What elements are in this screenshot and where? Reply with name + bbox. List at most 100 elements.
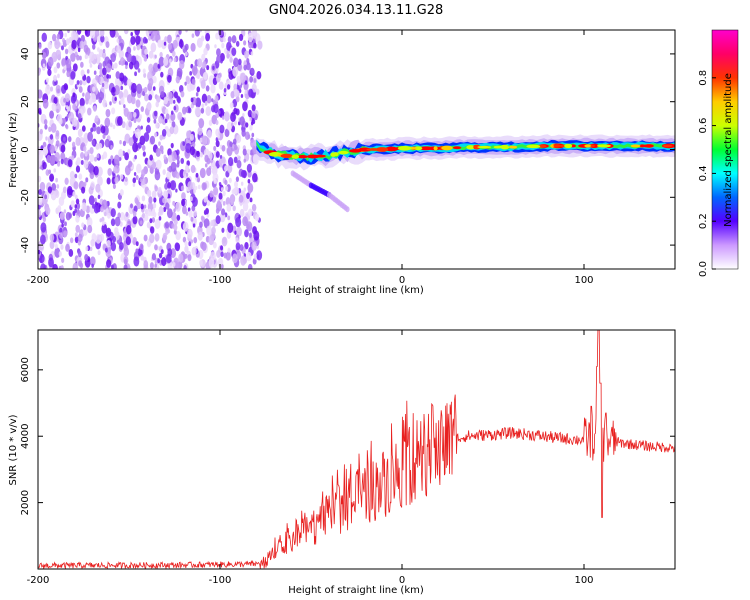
spectrogram-noise-speck <box>184 245 189 253</box>
spectrogram-noise-speck <box>166 34 172 44</box>
spectrogram-noise-speck <box>250 67 255 74</box>
spectrogram-signal-track <box>256 134 675 213</box>
spectrogram-noise-speck <box>255 88 260 95</box>
spectrogram-noise-speck <box>59 227 63 234</box>
spectrogram-noise-speck <box>162 232 168 241</box>
spectrogram-noise-speck <box>39 254 45 263</box>
spectrogram-noise-speck <box>119 57 125 66</box>
spectrogram-noise-speck <box>55 84 61 94</box>
spectrogram-noise-speck <box>204 163 208 168</box>
spectrogram-noise-speck <box>53 96 58 105</box>
spectrogram-noise-speck <box>112 236 117 243</box>
spectrogram-noise-speck <box>210 219 215 227</box>
spectrogram-noise-speck <box>165 202 170 210</box>
spectrogram-noise-speck <box>246 251 252 262</box>
spectrogram-noise-speck <box>132 210 137 217</box>
spectrogram-noise-speck <box>228 177 232 184</box>
spectrogram-noise-speck <box>161 129 167 137</box>
spectrogram-noise-speck <box>53 168 57 173</box>
spectrogram-noise-speck <box>76 80 80 85</box>
spectrogram-noise-speck <box>145 124 151 134</box>
spectrogram-noise-speck <box>114 96 117 102</box>
spectrogram-noise-speck <box>236 160 242 169</box>
spectrogram-noise-speck <box>49 134 54 140</box>
spectrogram-noise-speck <box>49 110 54 119</box>
spectrogram-noise-speck <box>38 188 42 196</box>
spectrogram-noise-speck <box>166 208 173 219</box>
spectrogram-noise-speck <box>222 190 226 197</box>
spectrogram-noise-speck <box>178 84 184 93</box>
spectrogram-noise-speck <box>72 32 78 43</box>
spectrogram-hot-spot <box>384 146 399 152</box>
spectrogram-noise-speck <box>154 218 161 230</box>
spectrogram-noise-speck <box>83 146 87 152</box>
spectrogram-noise-speck <box>158 216 162 221</box>
spectrogram-noise-speck <box>151 217 156 223</box>
spectrogram-noise-speck <box>242 148 247 156</box>
spectrogram-hot-spot <box>419 146 433 151</box>
spectrogram-noise-speck <box>154 54 157 59</box>
spectrogram-noise-speck <box>253 78 257 83</box>
spectrogram-noise-speck <box>236 226 242 237</box>
spectrogram-noise-speck <box>59 232 64 239</box>
spectrogram-noise-speck <box>115 71 121 79</box>
spectrogram-noise-speck <box>40 234 46 245</box>
spectrogram-noise-speck <box>158 115 164 124</box>
spectrogram-noise-speck <box>50 190 57 201</box>
spectrogram-noise-speck <box>141 212 146 219</box>
spectrogram-noise-speck <box>89 63 93 68</box>
spectrogram-noise-speck <box>143 55 148 62</box>
spectrogram-noise-speck <box>135 241 139 247</box>
spectrogram-noise-speck <box>66 70 71 78</box>
spectrogram-noise-speck <box>87 131 93 142</box>
spectrogram-hot-spot <box>338 150 349 155</box>
spectrogram-noise-speck <box>243 64 247 71</box>
spectrogram-noise-speck <box>123 89 129 98</box>
spectrogram-noise-speck <box>218 108 225 118</box>
spectrogram-noise-speck <box>148 63 154 73</box>
spectrogram-noise-speck <box>71 39 77 50</box>
spectrogram-noise-speck <box>109 101 112 106</box>
spectrogram-noise-speck <box>248 88 254 98</box>
spectrogram-hot-spot <box>441 145 453 151</box>
spectrogram-noise-speck <box>233 83 238 91</box>
spectrogram-noise-speck <box>144 213 149 221</box>
spectrogram-noise-speck <box>136 44 141 51</box>
spectrogram-noise-speck <box>141 169 146 177</box>
spectrogram-noise-speck <box>170 161 177 172</box>
spectrogram-noise-speck <box>100 125 106 134</box>
spectrogram-noise-speck <box>182 236 187 243</box>
spectrogram-noise-speck <box>240 181 244 186</box>
spectrogram-noise-speck <box>148 196 153 204</box>
spectrogram-noise-speck <box>110 218 116 227</box>
spectrogram-noise-speck <box>133 256 140 267</box>
spectrogram-noise-speck <box>55 177 58 183</box>
spectrogram-hot-spot <box>466 145 475 150</box>
spectrogram-noise-speck <box>235 108 240 116</box>
spectrogram-noise-speck <box>212 241 217 249</box>
spectrogram-noise-speck <box>132 215 138 225</box>
spectrogram-noise-speck <box>205 32 211 42</box>
colorbar-tick-label: 0.4 <box>698 165 709 181</box>
spectrogram-noise-speck <box>185 164 190 172</box>
spectrogram-hot-spot <box>296 154 308 159</box>
spectrogram-noise-speck <box>97 194 101 200</box>
spectrogram-noise-speck <box>249 117 252 122</box>
spectrogram-noise-speck <box>194 185 198 191</box>
spectrogram-noise-speck <box>211 226 216 235</box>
spectrogram-noise-speck <box>64 177 69 185</box>
spectrogram-noise-speck <box>83 44 89 54</box>
spectrogram-noise-speck <box>148 50 154 59</box>
spectrogram-noise-speck <box>193 210 198 217</box>
spectrogram-noise-speck <box>185 172 189 177</box>
spectrogram-noise-speck <box>174 262 180 269</box>
spectrogram-noise-speck <box>151 190 157 199</box>
spectrogram-noise-speck <box>216 250 221 258</box>
spectrogram-noise-speck <box>109 30 116 38</box>
spectrogram-noise-speck <box>87 224 93 234</box>
spectrogram-noise-speck <box>120 85 124 91</box>
spectrogram-noise-speck <box>190 216 194 222</box>
spectrogram-noise-speck <box>220 37 224 42</box>
spectrogram-noise-speck <box>223 110 230 122</box>
spectrogram-noise-speck <box>106 177 111 185</box>
